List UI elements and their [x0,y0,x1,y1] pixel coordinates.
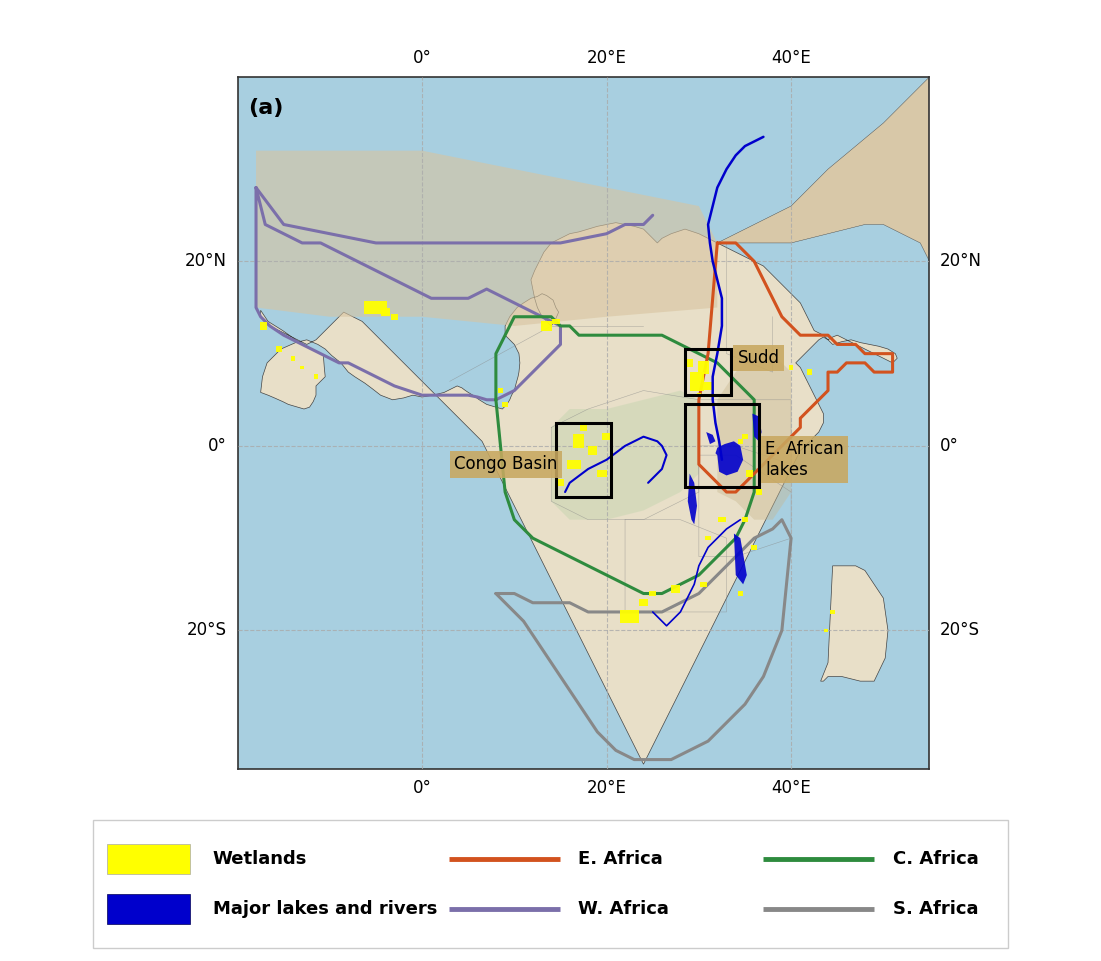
Text: 20°N: 20°N [185,253,227,270]
Bar [291,356,295,360]
Bar [756,489,762,495]
Bar [314,375,318,379]
Bar [556,423,611,497]
FancyBboxPatch shape [92,821,1009,948]
Bar [697,393,701,398]
Text: Major lakes and rivers: Major lakes and rivers [212,900,437,919]
Bar [621,609,639,624]
Bar [381,308,390,316]
Bar [502,402,508,407]
Bar [738,439,743,444]
Text: 20°E: 20°E [587,48,626,66]
Bar [391,314,399,319]
Bar [698,360,709,375]
Bar [672,585,680,593]
Polygon shape [552,390,699,520]
Bar [580,424,587,431]
Bar [553,319,559,324]
Bar [686,359,694,366]
Text: (a): (a) [248,98,283,117]
Text: S. Africa: S. Africa [893,900,978,919]
Bar [700,581,707,587]
Bar [738,591,743,596]
Bar [745,470,753,478]
Polygon shape [716,441,743,476]
Bar [276,346,282,352]
Bar [705,382,711,389]
Bar [588,446,598,456]
Bar [752,545,757,550]
Bar [567,459,581,469]
Bar [788,365,794,370]
Text: 20°S: 20°S [940,622,980,639]
Bar [598,470,607,478]
Polygon shape [717,354,792,520]
Polygon shape [734,533,746,584]
Bar [685,405,759,487]
Polygon shape [717,77,929,261]
Text: 20°N: 20°N [940,253,982,270]
Bar [718,517,726,523]
Bar [557,480,564,486]
Text: 40°E: 40°E [771,48,811,66]
Bar [574,434,585,448]
Bar [690,372,704,390]
Text: 0°: 0° [413,779,432,798]
Bar [639,599,648,606]
Polygon shape [820,566,889,681]
Bar [830,609,835,614]
Text: 0°: 0° [940,437,959,455]
Text: C. Africa: C. Africa [893,850,979,868]
Text: Wetlands: Wetlands [212,850,307,868]
Polygon shape [257,151,717,326]
Text: Sudd: Sudd [738,349,780,367]
Bar [107,894,189,924]
Bar [602,433,611,440]
Text: 20°E: 20°E [587,779,626,798]
Text: 0°: 0° [208,437,227,455]
Bar [364,301,388,314]
Text: E. Africa: E. Africa [578,850,663,868]
Bar [107,844,189,875]
Text: Congo Basin: Congo Basin [455,456,558,474]
Polygon shape [752,413,762,441]
Bar [498,388,503,393]
Bar [541,321,553,331]
Text: 20°S: 20°S [187,622,227,639]
Polygon shape [261,223,897,764]
Text: 40°E: 40°E [771,779,811,798]
Polygon shape [688,474,697,525]
Bar [648,591,656,596]
Text: W. Africa: W. Africa [578,900,669,919]
Bar [742,434,748,439]
Bar [260,322,268,330]
Bar [807,369,813,375]
Polygon shape [706,432,716,444]
Text: E. African
lakes: E. African lakes [765,440,844,480]
Bar [706,536,711,540]
Bar [742,517,748,522]
Text: 0°: 0° [413,48,432,66]
Bar [685,349,731,395]
Bar [301,365,304,369]
Bar [825,628,828,632]
